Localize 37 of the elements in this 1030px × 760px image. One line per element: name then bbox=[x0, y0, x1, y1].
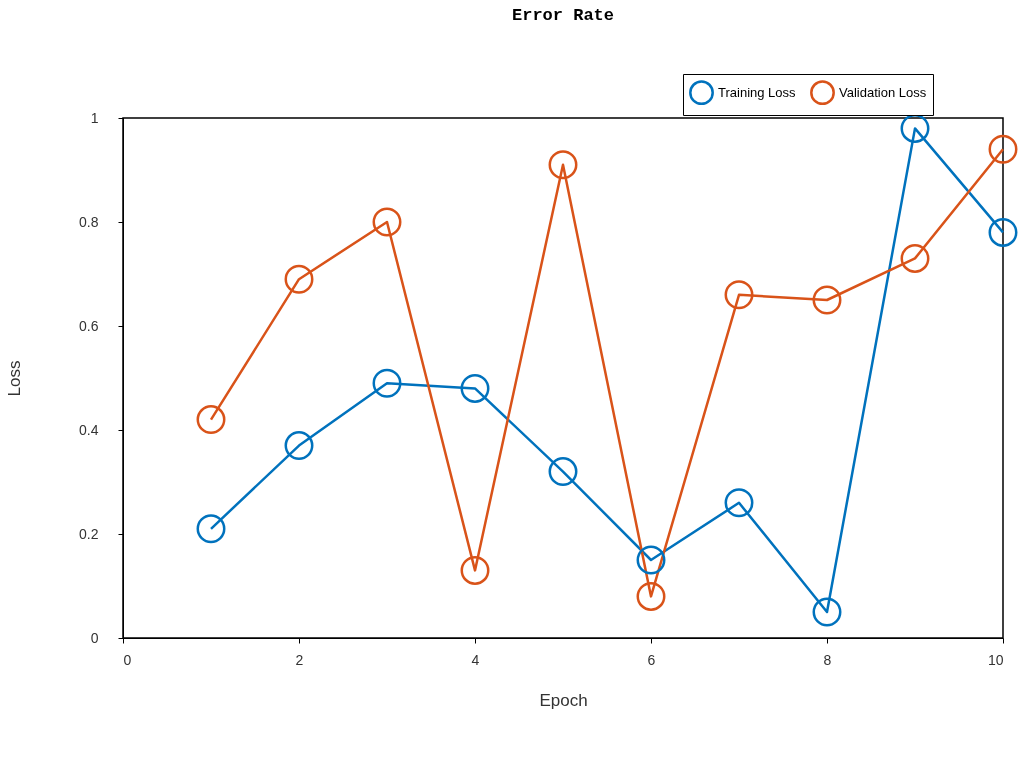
point bbox=[636, 581, 666, 611]
legend-label: Training Loss bbox=[718, 84, 797, 100]
point bbox=[460, 373, 490, 403]
y-axis-title: Loss bbox=[5, 360, 25, 397]
x-tick-label: 4 bbox=[471, 651, 480, 668]
x-tick-label: 8 bbox=[823, 651, 832, 668]
y-tick-label: 0.4 bbox=[79, 421, 99, 438]
x-tick-label: 2 bbox=[295, 651, 304, 668]
point bbox=[988, 134, 1018, 164]
x-tick-label: 10 bbox=[987, 651, 1004, 668]
point bbox=[548, 457, 578, 487]
point bbox=[372, 207, 402, 237]
chart-title: Error Rate bbox=[511, 5, 615, 25]
y-tick-label: 1 bbox=[90, 109, 99, 126]
point bbox=[988, 217, 1018, 247]
point bbox=[196, 514, 226, 544]
y-tick-label: 0.6 bbox=[79, 317, 99, 334]
point bbox=[284, 431, 314, 461]
point bbox=[724, 488, 754, 518]
point bbox=[372, 368, 402, 398]
y-tick-label: 0.2 bbox=[79, 525, 99, 542]
y-tick-label: 0.8 bbox=[79, 213, 99, 230]
x-tick-label: 0 bbox=[123, 651, 132, 668]
point bbox=[812, 285, 842, 315]
point bbox=[284, 264, 314, 294]
y-tick-label: 0 bbox=[90, 629, 99, 646]
point bbox=[900, 113, 930, 143]
legend-label: Validation Loss bbox=[839, 84, 927, 100]
x-axis-title: Epoch bbox=[539, 690, 588, 710]
point bbox=[636, 545, 666, 575]
point bbox=[460, 555, 490, 585]
x-tick-label: 6 bbox=[647, 651, 656, 668]
point bbox=[900, 243, 930, 273]
point bbox=[812, 597, 842, 627]
point bbox=[548, 150, 578, 180]
point bbox=[196, 405, 226, 435]
point bbox=[724, 280, 754, 310]
